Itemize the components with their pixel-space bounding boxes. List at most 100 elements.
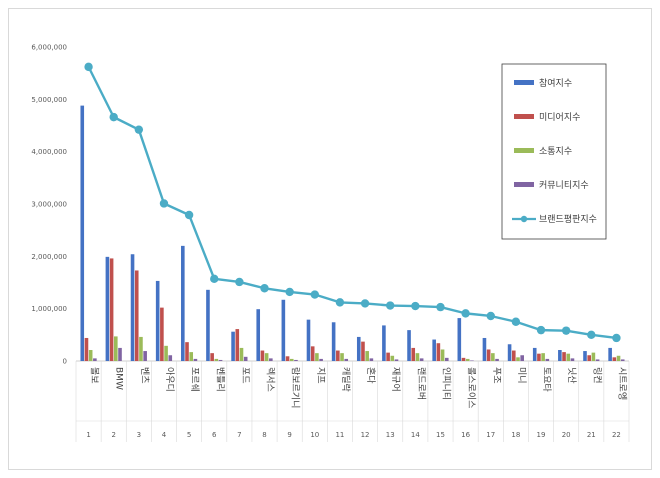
bar-2-1	[84, 337, 89, 361]
x-rank-label: 4	[162, 431, 167, 439]
brand-index-point-9	[285, 287, 294, 297]
x-category-label: 링컨	[591, 367, 603, 384]
x-category-label: 볼보	[89, 367, 100, 384]
bar-3-9	[289, 358, 294, 361]
bar-3-19	[541, 353, 545, 361]
bar-1-15	[432, 339, 436, 361]
x-category-label: 토요타	[541, 367, 552, 393]
bar-2-15	[436, 343, 441, 361]
y-tick-label: 2,000,000	[31, 253, 67, 261]
bar-2-8	[260, 350, 265, 361]
bar-4-17	[495, 358, 499, 361]
bar-2-10	[310, 346, 315, 361]
brand-index-point-16	[461, 309, 470, 318]
chart-frame: 0 1,000,000 2,000,000 3,000,000 4,000,000 5,0…	[8, 8, 652, 470]
bar-3-16	[465, 358, 470, 361]
bar-2-21	[587, 355, 591, 361]
brand-index-point-19	[536, 325, 546, 335]
x-category-label: 지프	[315, 367, 326, 384]
bar-4-8	[269, 358, 273, 361]
x-rank-label: 14	[411, 431, 420, 439]
bar-1-9	[281, 299, 286, 361]
x-rank-label: 17	[486, 431, 495, 439]
legend-label-5: 브랜드평판지수	[539, 214, 597, 225]
bar-2-11	[336, 350, 340, 361]
bar-1-19	[532, 347, 537, 361]
bar-2-18	[511, 350, 516, 361]
bar-1-21	[583, 351, 587, 361]
bar-1-1	[80, 105, 85, 361]
bar-3-18	[516, 357, 520, 361]
x-rank-label: 7	[237, 431, 241, 439]
bar-4-10	[319, 358, 323, 361]
bar-3-3	[139, 336, 143, 361]
legend-swatch-1	[514, 80, 534, 85]
x-rank-label: 15	[436, 431, 445, 439]
bar-1-5	[181, 245, 185, 361]
brand-index-point-4	[159, 199, 169, 208]
x-rank-label: 22	[612, 431, 621, 439]
bar-2-20	[562, 352, 566, 361]
x-category-label: 닛산	[566, 367, 577, 384]
brand-index-point-17	[486, 311, 495, 321]
line-series-group	[84, 62, 621, 343]
bar-1-20	[558, 350, 562, 361]
bar-2-13	[386, 352, 390, 361]
bar-4-6	[218, 359, 223, 361]
bar-4-12	[369, 358, 374, 361]
x-rank-label: 5	[187, 431, 191, 439]
bar-1-12	[356, 336, 361, 361]
x-category-label: 아우디	[164, 367, 175, 392]
brand-index-point-14	[411, 301, 420, 311]
bar-4-1	[93, 358, 97, 361]
bar-2-17	[486, 349, 491, 361]
x-category-label: 미니	[516, 367, 527, 384]
x-category-label: 렉서스	[265, 367, 276, 392]
x-category-label: 람보르기니	[290, 367, 302, 408]
x-category-label: 푸조	[491, 367, 502, 384]
brand-index-point-15	[436, 302, 445, 312]
bar-2-6	[210, 353, 214, 361]
brand-index-point-5	[184, 210, 194, 220]
bar-4-3	[143, 351, 147, 361]
bar-1-8	[256, 309, 261, 361]
y-tick-label: 6,000,000	[31, 44, 67, 52]
x-rank-label: 9	[287, 431, 291, 439]
bar-4-9	[294, 359, 298, 361]
legend-label-1: 참여지수	[539, 77, 572, 89]
y-tick-label: 0	[63, 358, 67, 366]
bar-2-22	[612, 357, 617, 361]
legend-swatch-2	[514, 114, 534, 119]
bar-3-14	[415, 353, 420, 361]
x-rank-label: 11	[335, 431, 344, 439]
brand-index-line	[87, 66, 617, 340]
brand-index-point-6	[210, 274, 219, 284]
bar-1-3	[130, 254, 135, 361]
bar-4-20	[570, 358, 575, 361]
bar-4-11	[344, 358, 349, 361]
legend-label-3: 소통지수	[539, 146, 572, 157]
legend-swatch-3	[514, 148, 534, 153]
x-category-label: 재규어	[390, 367, 401, 392]
brand-index-point-13	[386, 301, 395, 310]
legend-label-4: 커뮤니티지수	[539, 180, 589, 191]
x-category-label: 롤스로이스	[466, 367, 477, 408]
bar-4-18	[520, 355, 524, 361]
bar-2-7	[235, 329, 240, 361]
x-rank-label: 2	[111, 431, 115, 439]
x-category-label: 포르쉐	[189, 367, 200, 392]
brand-index-point-7	[235, 277, 244, 287]
x-rank-label: 8	[262, 431, 266, 439]
bar-3-12	[365, 351, 369, 361]
x-category-label: 포드	[239, 367, 249, 384]
bar-series-group	[80, 105, 625, 361]
bar-2-2	[109, 258, 114, 361]
bar-4-14	[419, 358, 424, 361]
bar-3-20	[566, 353, 571, 361]
x-rank-label: 16	[461, 431, 470, 439]
x-category-label: 혼다	[365, 367, 377, 384]
bar-3-8	[264, 353, 269, 361]
brand-index-point-12	[360, 299, 370, 308]
brand-index-point-22	[612, 333, 621, 343]
